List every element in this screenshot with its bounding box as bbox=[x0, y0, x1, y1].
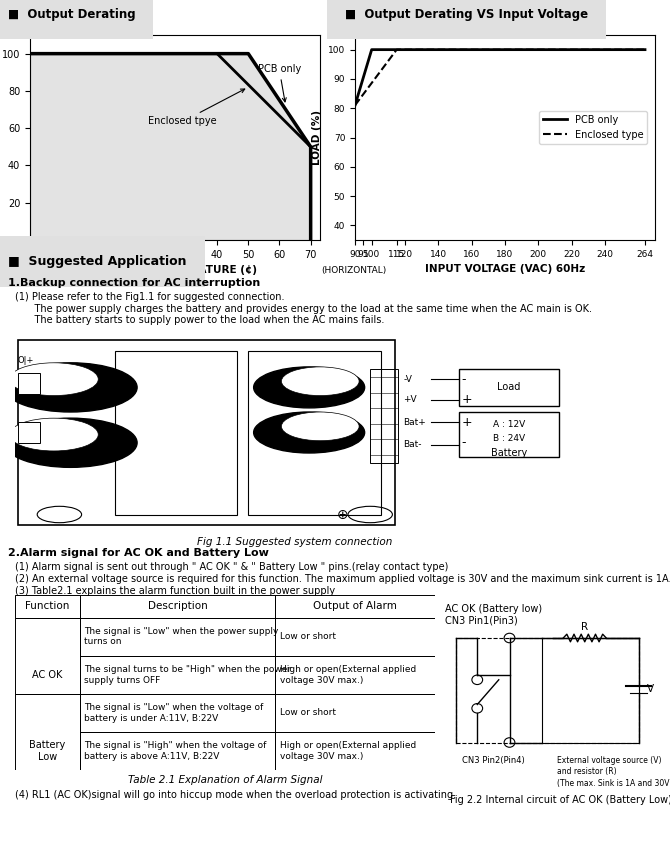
Circle shape bbox=[254, 367, 364, 408]
Bar bbox=[275, 595, 435, 618]
Text: Fig 2.2 Internal circuit of AC OK (Battery Low): Fig 2.2 Internal circuit of AC OK (Batte… bbox=[450, 795, 670, 805]
Text: The signal is "Low" when the power supply
turns on: The signal is "Low" when the power suppl… bbox=[84, 627, 279, 647]
PCB only bbox=[368, 44, 376, 55]
Text: B : 24V: B : 24V bbox=[493, 434, 525, 444]
Text: Load: Load bbox=[497, 383, 521, 392]
Bar bbox=[371, 369, 398, 464]
Bar bbox=[275, 694, 435, 732]
Text: 1.Backup connection for AC interruption: 1.Backup connection for AC interruption bbox=[8, 278, 260, 288]
Text: ■  Suggested Application: ■ Suggested Application bbox=[8, 255, 186, 268]
Bar bbox=[80, 732, 275, 770]
Text: Function: Function bbox=[25, 602, 70, 611]
Bar bbox=[275, 732, 435, 770]
PCB only bbox=[351, 100, 359, 110]
Text: -V: -V bbox=[403, 375, 412, 384]
Bar bbox=[15, 595, 80, 618]
Text: The signal is "High" when the voltage of
battery is above A:11V, B:22V: The signal is "High" when the voltage of… bbox=[84, 741, 267, 760]
Circle shape bbox=[9, 363, 98, 396]
Text: (The max. Sink is 1A and 30V: (The max. Sink is 1A and 30V bbox=[557, 779, 669, 787]
Text: (1) Please refer to the Fig1.1 for suggested connection.: (1) Please refer to the Fig1.1 for sugge… bbox=[15, 292, 285, 302]
Text: V: V bbox=[647, 684, 654, 694]
Circle shape bbox=[4, 363, 137, 412]
Enclosed type bbox=[393, 44, 401, 55]
Enclosed type bbox=[641, 44, 649, 55]
Text: AC OK: AC OK bbox=[32, 670, 63, 680]
Text: Output of Alarm: Output of Alarm bbox=[314, 602, 397, 611]
Text: AC OK (Battery low): AC OK (Battery low) bbox=[445, 604, 542, 614]
Text: -: - bbox=[462, 437, 466, 450]
Bar bbox=[18, 373, 40, 393]
Circle shape bbox=[4, 418, 137, 467]
Text: ■  Output Derating: ■ Output Derating bbox=[8, 8, 135, 21]
Enclosed type bbox=[351, 100, 359, 110]
Text: and resistor (R): and resistor (R) bbox=[557, 767, 616, 776]
Text: Description: Description bbox=[148, 602, 208, 611]
Legend: PCB only, Enclosed type: PCB only, Enclosed type bbox=[539, 111, 647, 143]
X-axis label: AMBIENT TEMPERATURE (¢): AMBIENT TEMPERATURE (¢) bbox=[94, 266, 257, 275]
Text: Table 2.1 Explanation of Alarm Signal: Table 2.1 Explanation of Alarm Signal bbox=[128, 775, 322, 785]
Circle shape bbox=[281, 367, 359, 396]
Text: The power supply charges the battery and provides energy to the load at the same: The power supply charges the battery and… bbox=[22, 304, 592, 314]
Y-axis label: LOAD (%): LOAD (%) bbox=[312, 110, 322, 165]
Text: O|+: O|+ bbox=[18, 356, 34, 365]
Text: 2.Alarm signal for AC OK and Battery Low: 2.Alarm signal for AC OK and Battery Low bbox=[8, 548, 269, 558]
Text: High or open(External applied
voltage 30V max.): High or open(External applied voltage 30… bbox=[279, 665, 416, 685]
Text: (HORIZONTAL): (HORIZONTAL) bbox=[322, 266, 387, 275]
Text: -: - bbox=[462, 372, 466, 385]
Bar bbox=[18, 422, 40, 443]
Bar bbox=[459, 369, 559, 406]
Text: (2) An external voltage source is required for this function. The maximum applie: (2) An external voltage source is requir… bbox=[15, 574, 670, 584]
Text: External voltage source (V): External voltage source (V) bbox=[557, 756, 661, 765]
Text: (4) RL1 (AC OK)signal will go into hiccup mode when the overload protection is a: (4) RL1 (AC OK)signal will go into hiccu… bbox=[15, 790, 456, 800]
Bar bbox=[15, 618, 80, 694]
Bar bbox=[80, 656, 275, 694]
Line: Enclosed type: Enclosed type bbox=[355, 49, 645, 105]
Line: PCB only: PCB only bbox=[355, 49, 645, 105]
X-axis label: INPUT VOLTAGE (VAC) 60Hz: INPUT VOLTAGE (VAC) 60Hz bbox=[425, 264, 585, 274]
Text: (3) Table2.1 explains the alarm function built in the power supply: (3) Table2.1 explains the alarm function… bbox=[15, 586, 335, 596]
Text: Battery
Low: Battery Low bbox=[29, 740, 66, 762]
Text: A : 12V: A : 12V bbox=[493, 420, 525, 429]
Bar bbox=[18, 340, 395, 525]
Text: High or open(External applied
voltage 30V max.): High or open(External applied voltage 30… bbox=[279, 741, 416, 760]
Bar bbox=[456, 638, 639, 742]
Text: ⊕: ⊕ bbox=[336, 508, 348, 522]
Text: (1) Alarm signal is sent out through " AC OK " & " Battery Low " pins.(relay con: (1) Alarm signal is sent out through " A… bbox=[15, 562, 448, 572]
Bar bbox=[459, 412, 559, 457]
Circle shape bbox=[254, 412, 364, 453]
Text: Bat-: Bat- bbox=[403, 440, 422, 450]
Bar bbox=[80, 595, 275, 618]
Text: The battery starts to supply power to the load when the AC mains fails.: The battery starts to supply power to th… bbox=[22, 315, 385, 325]
Bar bbox=[275, 618, 435, 656]
Text: Bat+: Bat+ bbox=[403, 418, 426, 427]
Text: +: + bbox=[462, 393, 472, 406]
Text: Battery: Battery bbox=[491, 448, 527, 458]
Text: CN3 Pin1(Pin3): CN3 Pin1(Pin3) bbox=[445, 615, 518, 625]
Text: Low or short: Low or short bbox=[279, 632, 336, 641]
Text: The signal turns to be "High" when the power
supply turns OFF: The signal turns to be "High" when the p… bbox=[84, 665, 291, 685]
Bar bbox=[15, 694, 80, 770]
Text: +: + bbox=[462, 416, 472, 429]
Text: Enclosed tpye: Enclosed tpye bbox=[149, 89, 245, 127]
Circle shape bbox=[281, 412, 359, 441]
Text: The signal is "Low" when the voltage of
battery is under A:11V, B:22V: The signal is "Low" when the voltage of … bbox=[84, 703, 263, 722]
Bar bbox=[248, 351, 381, 515]
Circle shape bbox=[9, 418, 98, 451]
Text: R: R bbox=[581, 622, 588, 633]
Text: CN3 Pin2(Pin4): CN3 Pin2(Pin4) bbox=[462, 756, 525, 765]
Text: ■  Output Derating VS Input Voltage: ■ Output Derating VS Input Voltage bbox=[345, 8, 588, 21]
Bar bbox=[80, 618, 275, 656]
PCB only bbox=[641, 44, 649, 55]
Text: Low or short: Low or short bbox=[279, 708, 336, 718]
Bar bbox=[80, 694, 275, 732]
Text: PCB only: PCB only bbox=[258, 64, 301, 102]
Text: +V: +V bbox=[403, 395, 417, 404]
Bar bbox=[275, 656, 435, 694]
Text: Fig 1.1 Suggested system connection: Fig 1.1 Suggested system connection bbox=[197, 537, 393, 547]
Bar bbox=[115, 351, 237, 515]
Bar bbox=[542, 638, 639, 742]
